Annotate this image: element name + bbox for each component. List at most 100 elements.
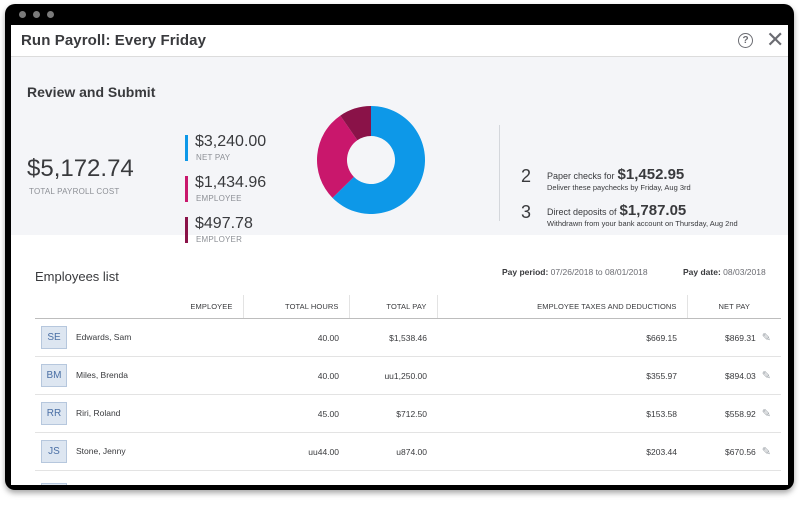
employee-color-bar: [185, 176, 188, 202]
net-pay-amount: $3,240.00: [195, 133, 267, 150]
table-row[interactable]: JS Stone, Jenny uu44.00 u874.00 $203.44 $…: [35, 432, 781, 471]
review-summary-panel: Review and Submit $5,172.74 TOTAL PAYROL…: [11, 57, 788, 244]
employees-table: EMPLOYEE TOTAL HOURS TOTAL PAY EMPLOYEE …: [35, 295, 781, 485]
donut-segment-employer: [340, 106, 371, 141]
employer-color-bar: [185, 217, 188, 243]
total-payroll-amount: $5,172.74: [27, 155, 134, 182]
pay-period: Pay period: 07/26/2018 to 08/01/2018: [502, 267, 648, 277]
net-pay-cell: $869.31 ✎: [687, 318, 781, 357]
pay-period-value: 07/26/2018 to 08/01/2018: [550, 267, 648, 277]
pay-date-value: 08/03/2018: [723, 267, 766, 277]
direct-deposits-label: Direct deposits of: [547, 207, 617, 217]
net-pay-cell: $558.92 ✎: [687, 394, 781, 433]
pencil-icon[interactable]: ✎: [761, 408, 771, 420]
employee-name[interactable]: Stone, Jenny: [76, 445, 126, 456]
pay-period-label: Pay period:: [502, 267, 549, 277]
column-header-employee[interactable]: EMPLOYEE: [35, 295, 244, 319]
window-dot-maximize[interactable]: [47, 11, 54, 18]
employee-taxes-summary: $1,434.96 EMPLOYEE: [185, 174, 305, 203]
pay-date-label: Pay date:: [683, 267, 721, 277]
title-bar: Run Payroll: Every Friday ? ✕: [11, 25, 788, 57]
empty-cell: [349, 470, 437, 485]
total-pay-cell: $1,538.46: [349, 318, 437, 357]
employee-cell: BM Miles, Brenda: [35, 356, 243, 395]
column-header-taxes-deductions[interactable]: EMPLOYEE TAXES AND DEDUCTIONS: [437, 295, 688, 319]
summary-divider: [499, 125, 500, 221]
empty-cell: [243, 470, 349, 485]
column-header-total-hours[interactable]: TOTAL HOURS: [243, 295, 350, 319]
payroll-window: Run Payroll: Every Friday ? ✕ Review and…: [11, 25, 788, 485]
table-header-row: EMPLOYEE TOTAL HOURS TOTAL PAY EMPLOYEE …: [35, 295, 781, 319]
direct-deposits-line: Direct deposits of $1,787.05: [547, 202, 686, 219]
paper-checks-count: 2: [521, 166, 532, 186]
avatar: [41, 483, 67, 485]
total-hours-cell: 45.00: [243, 394, 349, 433]
employee-name[interactable]: Edwards, Sam: [76, 331, 132, 342]
column-header-net-pay[interactable]: NET PAY: [687, 295, 781, 319]
empty-cell: [437, 470, 687, 485]
app-frame: Run Payroll: Every Friday ? ✕ Review and…: [5, 4, 794, 490]
taxes-cell: $153.58: [437, 394, 687, 433]
column-header-total-pay[interactable]: TOTAL PAY: [349, 295, 438, 319]
total-pay-cell: u874.00: [349, 432, 437, 471]
window-dot-minimize[interactable]: [33, 11, 40, 18]
review-title: Review and Submit: [27, 84, 156, 100]
paper-checks-label: Paper checks for: [547, 171, 615, 181]
pencil-icon[interactable]: ✎: [761, 370, 771, 382]
donut-segment-employee: [317, 115, 358, 198]
payroll-donut-chart: [317, 106, 425, 214]
direct-deposits-summary: 3 Direct deposits of $1,787.05 Withdrawn …: [521, 200, 781, 230]
direct-deposits-amount: $1,787.05: [619, 202, 687, 219]
table-row[interactable]: RR Riri, Roland 45.00 $712.50 $153.58 $55…: [35, 394, 781, 433]
table-row[interactable]: BM Miles, Brenda 40.00 uu1,250.00 $355.97…: [35, 356, 781, 395]
paper-checks-summary: 2 Paper checks for $1,452.95 Deliver thes…: [521, 164, 781, 194]
net-pay-value: $558.92: [725, 409, 756, 419]
net-pay-value: $894.03: [725, 371, 756, 381]
employee-amount: $1,434.96: [195, 174, 267, 191]
employee-label: EMPLOYEE: [196, 194, 242, 203]
employer-label: EMPLOYER: [196, 235, 243, 244]
total-pay-cell: $712.50: [349, 394, 437, 433]
total-hours-cell: 40.00: [243, 356, 349, 395]
employee-name[interactable]: Miles, Brenda: [76, 369, 128, 380]
employee-name[interactable]: Riri, Roland: [76, 407, 121, 418]
paper-checks-amount: $1,452.95: [617, 166, 685, 183]
employee-cell: JS Stone, Jenny: [35, 432, 243, 471]
direct-deposits-note: Withdrawn from your bank account on Thur…: [547, 219, 738, 228]
total-hours-cell: 40.00: [243, 318, 349, 357]
taxes-cell: $203.44: [437, 432, 687, 471]
avatar: RR: [41, 402, 67, 425]
employer-taxes-summary: $497.78 EMPLOYER: [185, 215, 305, 244]
employee-cell: RR Riri, Roland: [35, 394, 243, 433]
employee-cell: [35, 470, 243, 485]
window-controls: [19, 11, 54, 18]
window-title: Run Payroll: Every Friday: [21, 32, 207, 49]
donut-segment-net-pay: [332, 106, 425, 214]
net-pay-label: NET PAY: [196, 153, 231, 162]
close-icon[interactable]: ✕: [766, 27, 785, 52]
pencil-icon[interactable]: ✎: [761, 332, 771, 344]
window-dot-close[interactable]: [19, 11, 26, 18]
paper-checks-note: Deliver these paychecks by Friday, Aug 3…: [547, 183, 691, 192]
taxes-cell: $669.15: [437, 318, 687, 357]
total-pay-cell: uu1,250.00: [349, 356, 437, 395]
net-pay-value: $869.31: [725, 333, 756, 343]
net-pay-cell: $670.56 ✎: [687, 432, 781, 471]
table-row[interactable]: SE Edwards, Sam 40.00 $1,538.46 $669.15 $…: [35, 318, 781, 357]
net-pay-cell: $894.03 ✎: [687, 356, 781, 395]
total-hours-cell: uu44.00: [243, 432, 349, 471]
net-pay-value: $670.56: [725, 447, 756, 457]
avatar: JS: [41, 440, 67, 463]
employees-list-title: Employees list: [35, 269, 119, 284]
table-row-partial[interactable]: [35, 470, 781, 485]
avatar: BM: [41, 364, 67, 387]
direct-deposits-count: 3: [521, 202, 532, 222]
total-payroll-label: TOTAL PAYROLL COST: [29, 187, 120, 196]
net-pay-summary: $3,240.00 NET PAY: [185, 133, 305, 162]
question-circle-icon[interactable]: ?: [738, 33, 753, 48]
paper-checks-line: Paper checks for $1,452.95: [547, 166, 684, 183]
taxes-cell: $355.97: [437, 356, 687, 395]
pay-date: Pay date: 08/03/2018: [683, 267, 766, 277]
avatar: SE: [41, 326, 67, 349]
pencil-icon[interactable]: ✎: [761, 446, 771, 458]
